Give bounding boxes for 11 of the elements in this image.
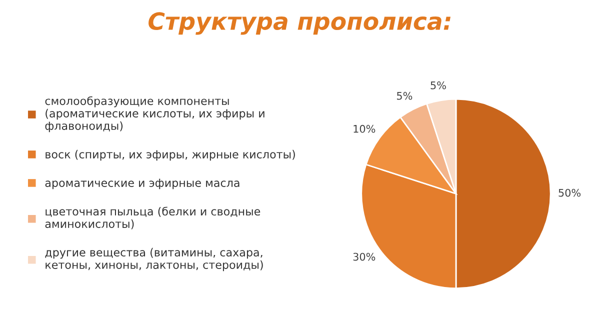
chart-title: Структура прополиса: <box>148 12 451 35</box>
data-label: 30% <box>353 252 376 261</box>
legend-label: цветочная пыльца (белки и сводные аминокислоты) <box>45 206 260 230</box>
legend-label: ароматические и эфирные масла <box>45 178 240 190</box>
legend-label: другие вещества (витамины, сахара, кетоны, хиноны, лактоны, стероиды) <box>45 248 263 272</box>
legend-label: смолообразующие компоненты (ароматические кислоты, их эфиры и флавоноиды) <box>45 96 264 132</box>
data-label: 10% <box>354 124 376 133</box>
data-label: 5% <box>430 81 446 90</box>
data-label: 50% <box>558 188 581 197</box>
legend-label: воск (спирты, их эфиры, жирные кислоты) <box>46 150 295 161</box>
data-label: 5% <box>396 92 412 100</box>
